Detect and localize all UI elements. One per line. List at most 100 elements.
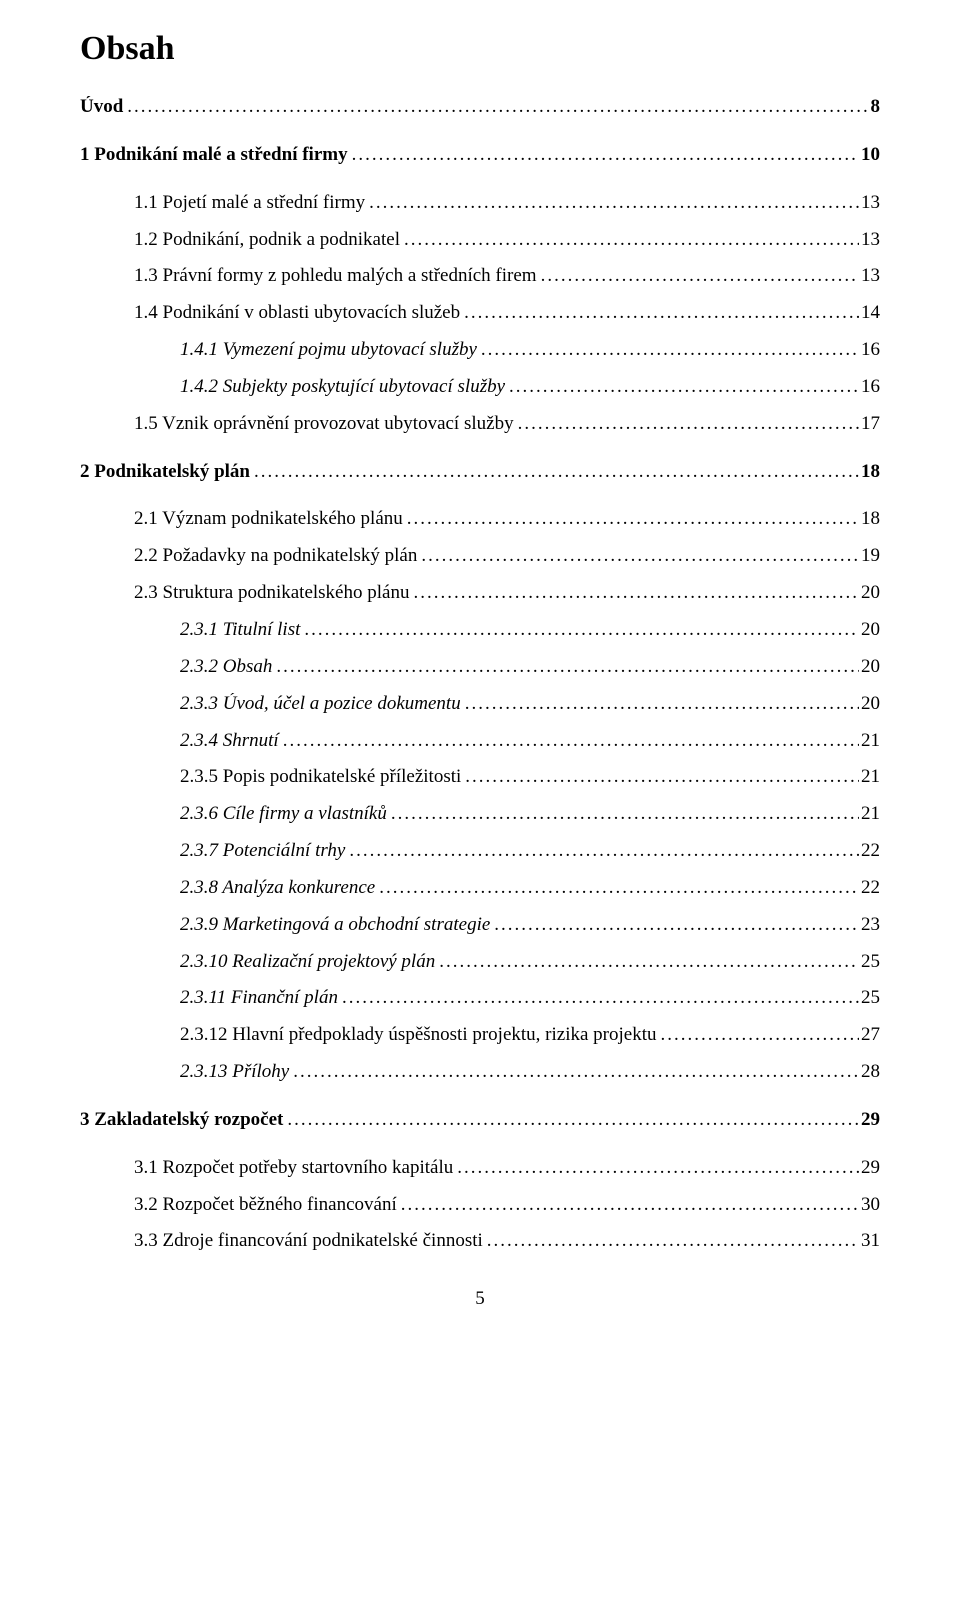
toc-leader-dots xyxy=(487,1230,859,1252)
toc-entry-label: Úvod xyxy=(80,96,127,118)
toc-entry: 2.3.4 Shrnutí 21 xyxy=(180,730,880,752)
toc-entry-page: 21 xyxy=(859,730,880,752)
toc-leader-dots xyxy=(439,951,859,973)
toc-leader-dots xyxy=(407,508,859,530)
toc-entry: 2.1 Význam podnikatelského plánu 18 xyxy=(134,508,880,530)
toc-entry-page: 18 xyxy=(859,461,880,483)
toc-entry-label: 2.3.6 Cíle firmy a vlastníků xyxy=(180,803,391,825)
toc-entry-label: 1.5 Vznik oprávnění provozovat ubytovací… xyxy=(134,413,518,435)
toc-entry-label: 2.3.13 Přílohy xyxy=(180,1061,293,1083)
toc-entry-page: 20 xyxy=(859,693,880,715)
toc-entry: 2.3.9 Marketingová a obchodní strategie 2… xyxy=(180,914,880,936)
toc-leader-dots xyxy=(342,987,859,1009)
toc-leader-dots xyxy=(401,1194,859,1216)
toc-entry-page: 29 xyxy=(859,1109,880,1131)
toc-entry-page: 25 xyxy=(859,951,880,973)
toc-entry-page: 17 xyxy=(859,413,880,435)
toc-entry-label: 2.3.1 Titulní list xyxy=(180,619,304,641)
toc-entry: 2.3.6 Cíle firmy a vlastníků 21 xyxy=(180,803,880,825)
toc-entry-page: 20 xyxy=(859,619,880,641)
toc-leader-dots xyxy=(481,339,859,361)
toc-entry-page: 13 xyxy=(859,229,880,251)
toc-entry-label: 2.3.12 Hlavní předpoklady úspěšnosti pro… xyxy=(180,1024,661,1046)
toc-leader-dots xyxy=(276,656,859,678)
toc-entry-label: 1.4.2 Subjekty poskytující ubytovací slu… xyxy=(180,376,509,398)
toc-entry: 1.4.1 Vymezení pojmu ubytovací služby16 xyxy=(180,339,880,361)
toc-entry-page: 14 xyxy=(859,302,880,324)
toc-entry-label: 2.2 Požadavky na podnikatelský plán xyxy=(134,545,421,567)
toc-entry: 1.1 Pojetí malé a střední firmy 13 xyxy=(134,192,880,214)
toc-entry-label: 2 Podnikatelský plán xyxy=(80,461,254,483)
toc-entry: 2.3.2 Obsah 20 xyxy=(180,656,880,678)
toc-entry-page: 16 xyxy=(859,376,880,398)
toc-leader-dots xyxy=(457,1157,859,1179)
toc-entry-page: 19 xyxy=(859,545,880,567)
toc-entry-page: 30 xyxy=(859,1194,880,1216)
toc-leader-dots xyxy=(421,545,859,567)
toc-entry: 2.3.10 Realizační projektový plán 25 xyxy=(180,951,880,973)
toc-entry-label: 2.3.5 Popis podnikatelské příležitosti xyxy=(180,766,465,788)
toc-entry: 3.1 Rozpočet potřeby startovního kapitál… xyxy=(134,1157,880,1179)
toc-entry-label: 1 Podnikání malé a střední firmy xyxy=(80,144,352,166)
toc-entry-label: 2.3 Struktura podnikatelského plánu xyxy=(134,582,413,604)
toc-entry-page: 20 xyxy=(859,582,880,604)
page-number: 5 xyxy=(80,1288,880,1310)
toc-leader-dots xyxy=(379,877,859,899)
toc-entry-page: 20 xyxy=(859,656,880,678)
toc-entry-label: 2.3.3 Úvod, účel a pozice dokumentu xyxy=(180,693,465,715)
toc-leader-dots xyxy=(287,1109,859,1131)
toc-entry-label: 3.3 Zdroje financování podnikatelské čin… xyxy=(134,1230,487,1252)
toc-leader-dots xyxy=(518,413,859,435)
toc-leader-dots xyxy=(465,766,859,788)
toc-entry-label: 2.3.4 Shrnutí xyxy=(180,730,283,752)
toc-entry-label: 1.4.1 Vymezení pojmu ubytovací služby xyxy=(180,339,481,361)
toc-entry-label: 2.1 Význam podnikatelského plánu xyxy=(134,508,407,530)
toc-leader-dots xyxy=(391,803,859,825)
toc-entry-label: 2.3.7 Potenciální trhy xyxy=(180,840,349,862)
toc-entry: 3.3 Zdroje financování podnikatelské čin… xyxy=(134,1230,880,1252)
page-title: Obsah xyxy=(80,30,880,68)
toc-leader-dots xyxy=(541,265,859,287)
toc-entry: 1.2 Podnikání, podnik a podnikatel13 xyxy=(134,229,880,251)
toc-entry-page: 23 xyxy=(859,914,880,936)
toc-leader-dots xyxy=(352,144,859,166)
toc-entry: 2.3.7 Potenciální trhy22 xyxy=(180,840,880,862)
toc-leader-dots xyxy=(464,302,859,324)
toc-entry-page: 8 xyxy=(869,96,881,118)
toc-entry-label: 3.1 Rozpočet potřeby startovního kapitál… xyxy=(134,1157,457,1179)
toc-leader-dots xyxy=(349,840,859,862)
toc-entry: 2.3.11 Finanční plán25 xyxy=(180,987,880,1009)
toc-leader-dots xyxy=(293,1061,859,1083)
toc-leader-dots xyxy=(494,914,859,936)
toc-entry-page: 18 xyxy=(859,508,880,530)
toc-entry: 1.3 Právní formy z pohledu malých a stře… xyxy=(134,265,880,287)
toc-leader-dots xyxy=(404,229,859,251)
toc-entry-label: 1.4 Podnikání v oblasti ubytovacích služ… xyxy=(134,302,464,324)
toc-entry-label: 1.1 Pojetí malé a střední firmy xyxy=(134,192,369,214)
toc-leader-dots xyxy=(283,730,859,752)
toc-entry: 2.3.8 Analýza konkurence22 xyxy=(180,877,880,899)
toc-entry-page: 21 xyxy=(859,803,880,825)
toc-entry-label: 2.3.2 Obsah xyxy=(180,656,276,678)
toc-leader-dots xyxy=(369,192,859,214)
toc-entry: 2.3 Struktura podnikatelského plánu 20 xyxy=(134,582,880,604)
toc-entry-page: 31 xyxy=(859,1230,880,1252)
toc-entry-label: 3.2 Rozpočet běžného financování xyxy=(134,1194,401,1216)
toc-leader-dots xyxy=(254,461,859,483)
toc-entry: 2.3.1 Titulní list 20 xyxy=(180,619,880,641)
toc-entry-label: 3 Zakladatelský rozpočet xyxy=(80,1109,287,1131)
toc-entry-label: 2.3.10 Realizační projektový plán xyxy=(180,951,439,973)
toc-leader-dots xyxy=(304,619,859,641)
toc-entry-page: 13 xyxy=(859,265,880,287)
toc-entry: 1.4 Podnikání v oblasti ubytovacích služ… xyxy=(134,302,880,324)
toc-entry: 1.5 Vznik oprávnění provozovat ubytovací… xyxy=(134,413,880,435)
toc-list: Úvod81 Podnikání malé a střední firmy101… xyxy=(80,96,880,1252)
toc-entry: 1.4.2 Subjekty poskytující ubytovací slu… xyxy=(180,376,880,398)
toc-entry-label: 2.3.9 Marketingová a obchodní strategie xyxy=(180,914,494,936)
toc-entry-page: 21 xyxy=(859,766,880,788)
toc-entry-label: 2.3.11 Finanční plán xyxy=(180,987,342,1009)
toc-entry-label: 2.3.8 Analýza konkurence xyxy=(180,877,379,899)
toc-entry-page: 28 xyxy=(859,1061,880,1083)
toc-entry-page: 13 xyxy=(859,192,880,214)
toc-entry: 3.2 Rozpočet běžného financování 30 xyxy=(134,1194,880,1216)
